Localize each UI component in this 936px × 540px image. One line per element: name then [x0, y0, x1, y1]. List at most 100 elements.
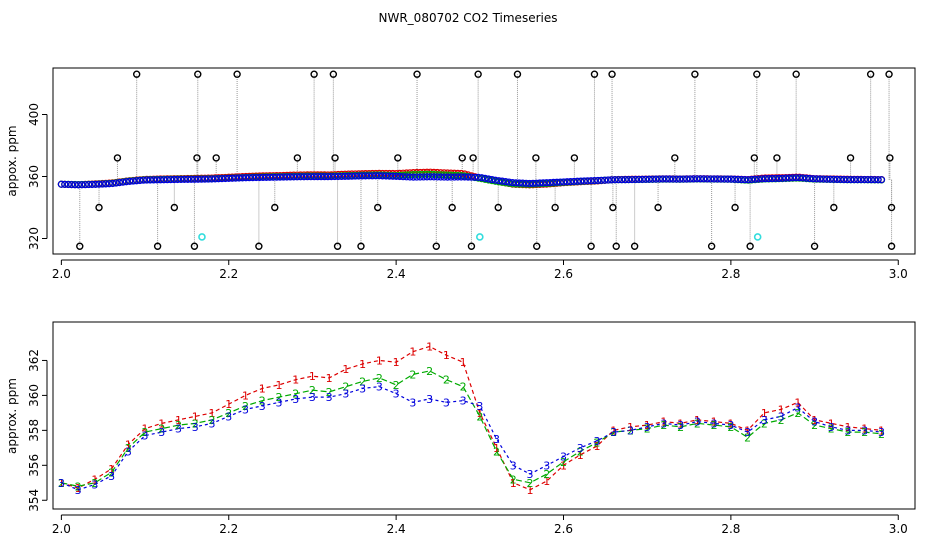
series-1-marker: 1: [794, 396, 801, 409]
series-3-marker: 3: [593, 435, 600, 448]
series-3-marker: 3: [493, 433, 500, 446]
series-3-point: [587, 177, 595, 185]
series-3-point: [666, 175, 674, 183]
series-3-point: [259, 173, 267, 182]
series-3-point: [871, 176, 879, 184]
outlier-point: [731, 203, 739, 212]
outlier-point: [886, 154, 894, 162]
series-3-point: [614, 176, 622, 184]
series-3-point: [91, 180, 100, 188]
outlier-point: [533, 242, 541, 250]
series-3-point: [847, 176, 855, 184]
outlier-point: [494, 203, 502, 212]
series-3-point: [474, 173, 482, 181]
series-3-point: [150, 176, 158, 184]
series-3-point: [655, 175, 663, 183]
series-3-point: [707, 175, 715, 183]
series-3-point: [252, 173, 260, 182]
outlier-point: [866, 70, 875, 78]
series-3-point: [741, 176, 749, 184]
series-3-point: [819, 175, 828, 183]
outlier-point: [170, 203, 179, 212]
series-1-line: [61, 345, 882, 491]
outlier-point: [458, 154, 466, 162]
series-3-point: [334, 172, 342, 181]
cyan-point: [476, 233, 484, 241]
series-3-marker: 3: [761, 414, 768, 427]
series-1-marker: 1: [175, 414, 182, 427]
series-2-marker: 2: [342, 381, 349, 394]
series-3-point: [296, 173, 305, 181]
series-3-point: [669, 175, 677, 183]
series-3-point: [300, 173, 308, 181]
series-1-marker: 1: [694, 414, 701, 427]
series-3-point: [249, 174, 257, 182]
outlier-point: [746, 242, 754, 250]
series-3-point: [382, 172, 390, 180]
series-2-marker: 2: [326, 386, 333, 399]
series-3-point: [484, 175, 493, 183]
series-3-point: [522, 179, 530, 187]
cyan-point: [198, 233, 206, 241]
series-3-point: [337, 172, 346, 181]
series-3-point: [850, 176, 858, 184]
series-3-marker: 3: [342, 388, 349, 401]
series-3-point: [68, 181, 76, 189]
bottom-y-axis-label: approx. ppm: [5, 378, 19, 454]
series-3-point: [61, 180, 69, 188]
series-3-point: [461, 173, 469, 181]
series-3-marker: 3: [359, 382, 366, 395]
series-3-point: [686, 175, 694, 183]
series-3-point: [584, 177, 592, 185]
outlier-point: [587, 242, 595, 250]
series-3-point: [860, 176, 869, 184]
series-1-marker: 1: [409, 346, 416, 359]
series-3-point: [214, 175, 223, 183]
series-2-marker: 2: [610, 426, 617, 439]
series-1-marker: 1: [610, 424, 617, 437]
series-1-marker: 1: [727, 417, 734, 430]
series-3-marker: 3: [677, 419, 684, 432]
outlier-point: [474, 70, 482, 78]
series-3-point: [201, 175, 209, 183]
series-3-point: [71, 181, 79, 189]
series-3-point: [724, 175, 732, 183]
series-3-point: [546, 178, 554, 187]
series-3-marker: 3: [476, 400, 483, 413]
series-3-point: [601, 176, 609, 184]
series-3-point: [129, 177, 137, 185]
series-3-point: [628, 175, 636, 184]
series-3-point: [389, 172, 397, 180]
series-3-point: [713, 175, 722, 183]
series-3-point: [809, 175, 817, 183]
series-3-point: [218, 175, 226, 183]
series-3-point: [273, 173, 281, 181]
series-3-point: [778, 174, 787, 182]
series-3-point: [611, 176, 619, 184]
series-3-point: [771, 174, 780, 183]
series-3-marker: 3: [627, 424, 634, 437]
series-2-marker: 2: [91, 477, 98, 490]
series-1-marker: 1: [577, 449, 584, 462]
series-1-marker: 1: [644, 419, 651, 432]
y-tick-label: 360: [27, 165, 41, 188]
series-2-marker: 2: [694, 417, 701, 430]
y-tick-label: 400: [27, 103, 41, 126]
series-3-point: [180, 175, 188, 183]
series-3-point: [238, 174, 247, 182]
series-3-point: [358, 172, 366, 180]
series-3-line: [61, 386, 882, 491]
y-tick-label: 360: [27, 384, 41, 407]
series-3-point: [744, 176, 752, 184]
series-3-point: [696, 175, 705, 183]
series-3-marker: 3: [644, 421, 651, 434]
top-plot-frame: [52, 67, 916, 255]
series-3-marker: 3: [393, 388, 400, 401]
series-1-marker: 1: [593, 440, 600, 453]
series-3-marker: 3: [409, 396, 416, 409]
outlier-point: [190, 242, 199, 250]
series-3-point: [549, 178, 558, 186]
series-2-marker: 2: [711, 419, 718, 432]
